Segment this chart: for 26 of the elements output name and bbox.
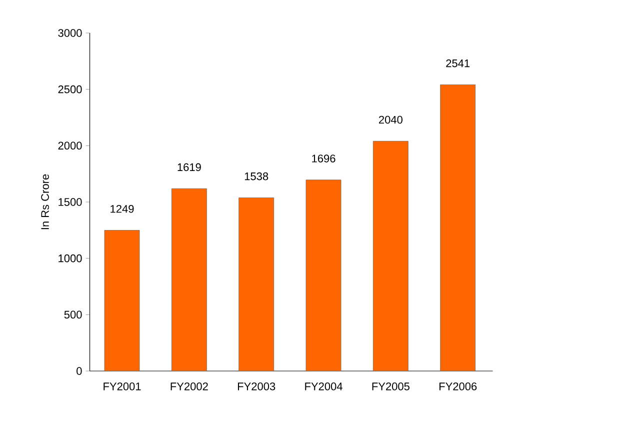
bar	[171, 188, 207, 371]
y-tick-label: 3000	[58, 29, 82, 37]
bar	[306, 180, 342, 371]
y-tick-label: 1000	[58, 254, 82, 262]
x-tick-label: FY2004	[305, 382, 342, 390]
bar	[440, 84, 476, 371]
data-label: 2541	[446, 59, 470, 68]
data-label: 2040	[378, 116, 402, 124]
x-tick-label: FY2003	[238, 382, 276, 390]
x-tick-label: FY2002	[170, 382, 208, 390]
bar	[372, 140, 408, 371]
data-label: 1696	[312, 154, 336, 162]
data-label: 1619	[178, 163, 201, 172]
y-tick-label: 1500	[58, 198, 82, 206]
x-tick-label: FY2005	[372, 382, 410, 390]
data-label: 1249	[110, 204, 134, 213]
y-tick-label: 0	[76, 367, 82, 375]
bar	[104, 230, 140, 371]
x-tick-label: FY2001	[104, 382, 141, 390]
x-tick-label: FY2006	[439, 382, 477, 390]
y-tick-label: 500	[64, 310, 82, 319]
bar	[238, 198, 274, 371]
data-label: 1538	[244, 172, 268, 180]
y-tick-label: 2500	[58, 85, 82, 94]
y-tick-label: 2000	[58, 142, 82, 150]
y-axis-title: In Rs Crore	[41, 174, 49, 230]
